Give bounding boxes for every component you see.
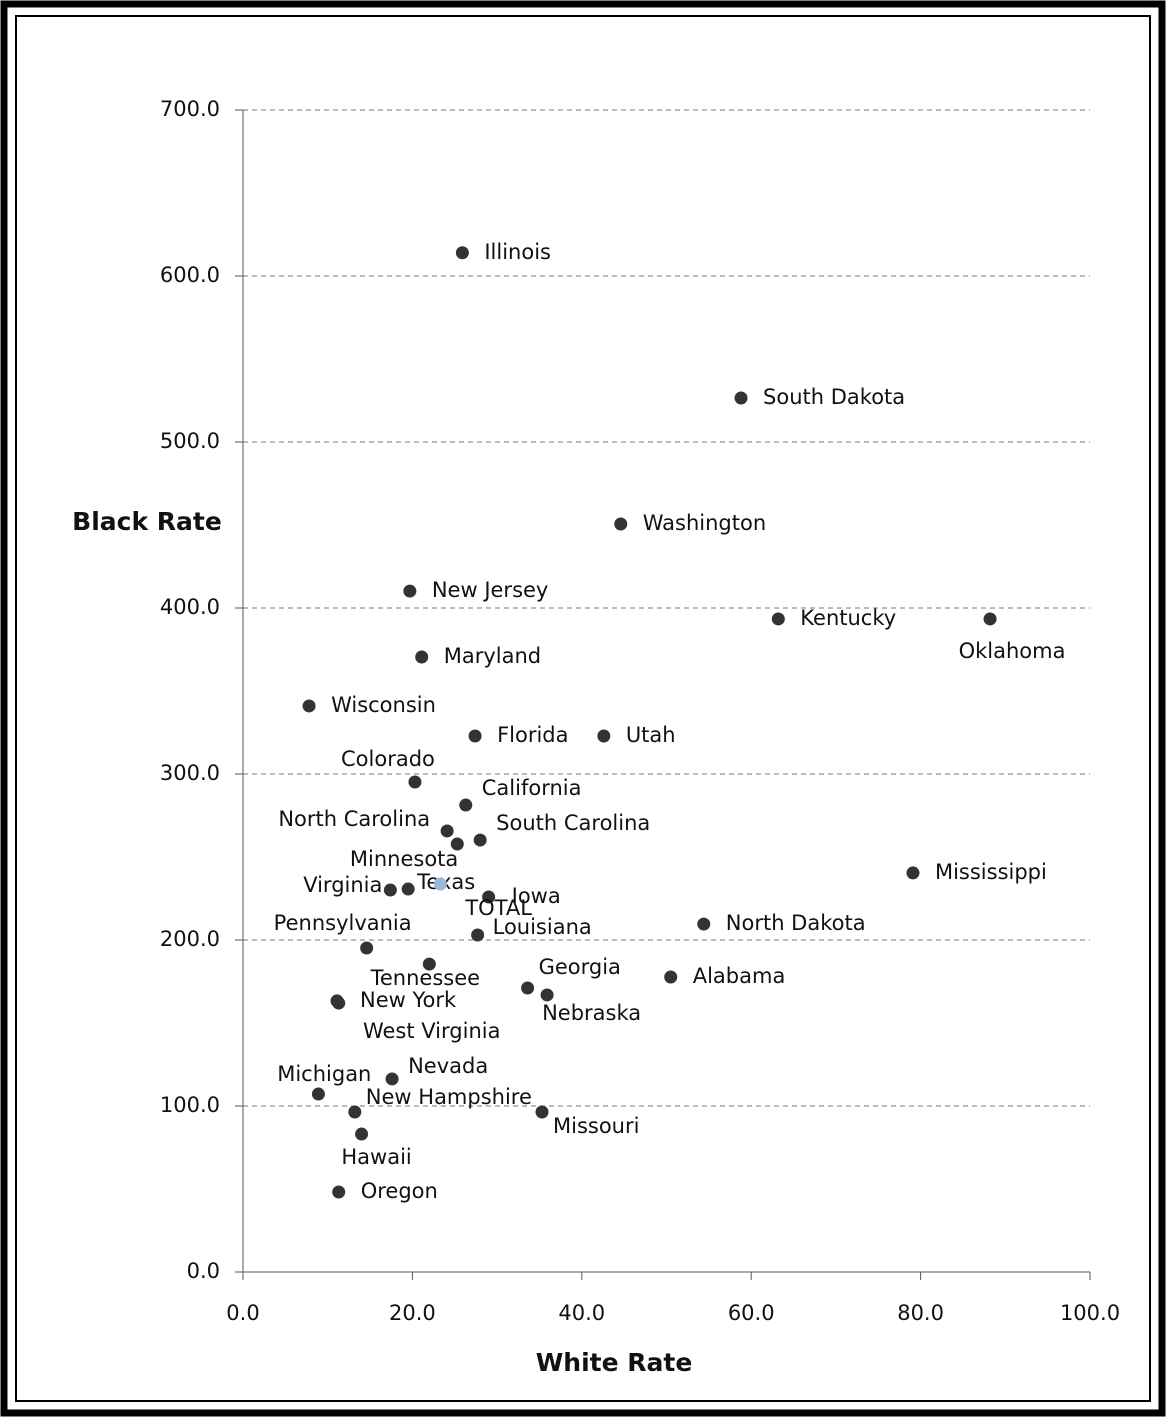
point-label: Virginia: [303, 873, 382, 897]
point-label: Mississippi: [935, 860, 1047, 884]
point: [983, 612, 997, 626]
point-label: Georgia: [539, 955, 621, 979]
point-label: Oklahoma: [959, 639, 1066, 663]
point: [906, 866, 920, 880]
point-label: Colorado: [341, 747, 435, 771]
point: [473, 833, 487, 847]
point: [482, 890, 496, 904]
point: [355, 1127, 369, 1141]
point-label: Iowa: [512, 884, 561, 908]
x-tick-label: 0.0: [226, 1301, 259, 1325]
x-tick-label: 20.0: [389, 1301, 436, 1325]
point-label: Alabama: [693, 964, 786, 988]
point-label: Tennessee: [370, 966, 480, 990]
series-label: TOTAL: [464, 896, 532, 920]
point: [734, 391, 748, 405]
point-label: Wisconsin: [331, 693, 436, 717]
point: [455, 246, 469, 260]
point: [540, 988, 554, 1002]
x-tick-label: 100.0: [1060, 1301, 1120, 1325]
point: [433, 877, 447, 891]
point-label: Washington: [643, 511, 766, 535]
point: [302, 699, 316, 713]
point-label: Illinois: [484, 240, 551, 264]
point-label: Minnesota: [350, 847, 458, 871]
point: [697, 917, 711, 931]
point: [440, 824, 454, 838]
x-axis-label: White Rate: [536, 1348, 693, 1377]
point: [311, 1087, 325, 1101]
point: [385, 1072, 399, 1086]
point-label: South Dakota: [763, 385, 905, 409]
point: [332, 1185, 346, 1199]
point-label: West Virginia: [363, 1019, 500, 1043]
point-label: South Carolina: [496, 811, 650, 835]
point-label: Utah: [626, 723, 676, 747]
point-label: Hawaii: [341, 1145, 411, 1169]
point: [422, 957, 436, 971]
point-label: Maryland: [444, 644, 541, 668]
point: [771, 612, 785, 626]
y-tick-label: 700.0: [160, 97, 220, 121]
y-tick-label: 0.0: [187, 1259, 220, 1283]
point: [535, 1105, 549, 1119]
point: [614, 517, 628, 531]
point: [403, 584, 417, 598]
point-label: North Dakota: [726, 911, 866, 935]
point-label: North Carolina: [278, 807, 430, 831]
point-label: Louisiana: [493, 915, 592, 939]
point: [597, 729, 611, 743]
point-label: New Hampshire: [366, 1085, 532, 1109]
point: [408, 775, 422, 789]
point-label: New York: [360, 988, 457, 1012]
point: [664, 970, 678, 984]
y-tick-label: 100.0: [160, 1093, 220, 1117]
point: [332, 996, 346, 1010]
y-tick-label: 300.0: [160, 761, 220, 785]
point-label: Missouri: [553, 1114, 639, 1138]
point: [383, 883, 397, 897]
y-tick-label: 600.0: [160, 263, 220, 287]
point: [348, 1105, 362, 1119]
x-tick-label: 40.0: [558, 1301, 605, 1325]
point: [415, 650, 429, 664]
point-label: Kentucky: [800, 606, 896, 630]
x-tick-label: 60.0: [728, 1301, 775, 1325]
point-label: Pennsylvania: [274, 911, 412, 935]
point-label: Florida: [497, 723, 568, 747]
y-tick-label: 400.0: [160, 595, 220, 619]
point: [468, 729, 482, 743]
point-label: Michigan: [277, 1062, 371, 1086]
point-label: Oregon: [361, 1179, 438, 1203]
point: [401, 882, 415, 896]
point: [360, 941, 374, 955]
frame: [15, 15, 1151, 1402]
point-label: New Jersey: [432, 578, 549, 602]
x-tick-label: 80.0: [897, 1301, 944, 1325]
point-label: Nebraska: [542, 1001, 641, 1025]
point-label: Nevada: [408, 1054, 488, 1078]
point: [521, 981, 535, 995]
y-axis-label: Black Rate: [72, 507, 222, 536]
point-label: California: [482, 776, 582, 800]
y-tick-label: 500.0: [160, 429, 220, 453]
y-tick-label: 200.0: [160, 927, 220, 951]
point: [459, 798, 473, 812]
point: [471, 928, 485, 942]
point: [450, 837, 464, 851]
